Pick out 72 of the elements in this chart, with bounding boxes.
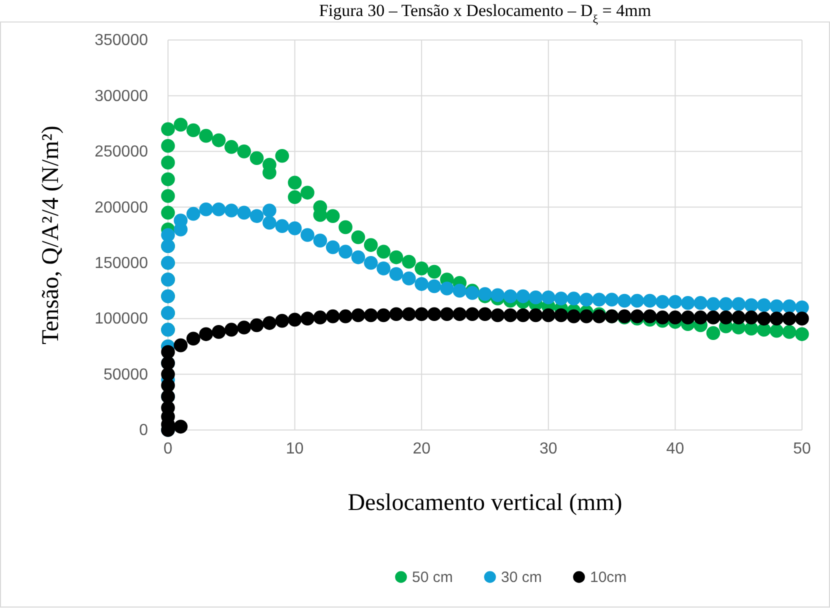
x-tick-label: 10 [286, 440, 304, 458]
point [554, 308, 568, 322]
point [668, 310, 682, 324]
point [680, 310, 695, 324]
point [186, 332, 200, 346]
point [161, 378, 175, 392]
point [528, 308, 543, 322]
point [452, 307, 467, 322]
y-axis-title: Tensão, Q/A²/4 (N/m²) [38, 126, 64, 344]
point [770, 312, 784, 326]
point [300, 312, 314, 326]
point [744, 310, 758, 324]
x-tick-label: 0 [164, 440, 173, 458]
point [630, 309, 644, 324]
legend-label: 50 cm [412, 569, 453, 586]
point [389, 307, 404, 322]
y-tick-label: 0 [139, 422, 148, 440]
y-tick-label: 300000 [94, 88, 148, 105]
point [440, 307, 454, 322]
legend-label: 10cm [590, 569, 627, 586]
point [161, 345, 175, 359]
point [478, 307, 492, 322]
y-tick-label: 350000 [94, 32, 148, 50]
point [706, 310, 720, 324]
point [250, 318, 264, 332]
y-tick-label: 100000 [94, 310, 148, 328]
point [414, 307, 429, 322]
point [732, 310, 746, 324]
point [338, 309, 352, 324]
point [161, 367, 175, 382]
point [199, 327, 213, 342]
x-tick-label: 50 [793, 440, 811, 458]
point [757, 312, 771, 326]
x-tick-label: 30 [540, 440, 558, 458]
point [656, 310, 670, 324]
point [642, 309, 657, 324]
x-tick-label: 20 [412, 440, 431, 458]
point [592, 309, 606, 324]
point [465, 307, 480, 322]
point [174, 420, 188, 434]
point [174, 338, 188, 352]
point [782, 312, 796, 326]
point [237, 320, 251, 334]
point [694, 310, 708, 324]
point [719, 310, 733, 324]
point [288, 312, 302, 327]
y-tick-label: 200000 [94, 199, 148, 216]
point [212, 325, 226, 339]
point [490, 308, 505, 322]
point [427, 307, 442, 322]
y-tick-label: 150000 [94, 254, 148, 272]
point [516, 308, 530, 322]
point [566, 309, 581, 324]
point [364, 308, 378, 322]
legend-label: 30 cm [501, 569, 542, 586]
y-tick-label: 250000 [94, 144, 148, 161]
point [224, 322, 238, 337]
y-tick-label: 50000 [104, 366, 148, 384]
point [795, 312, 809, 326]
point [275, 314, 290, 328]
x-axis-title: Deslocamento vertical (mm) [348, 490, 622, 516]
x-tick-label: 40 [666, 440, 684, 458]
point [376, 308, 390, 322]
point [351, 308, 366, 322]
point [402, 307, 416, 322]
point [313, 310, 328, 324]
point [326, 309, 340, 324]
point [262, 316, 276, 330]
point [503, 308, 518, 322]
point [541, 308, 556, 322]
point [580, 309, 594, 324]
chart-title: Figura 30 – Tensão x Deslocamento – D$_{ξ}$ = 4mm [318, 1, 652, 26]
